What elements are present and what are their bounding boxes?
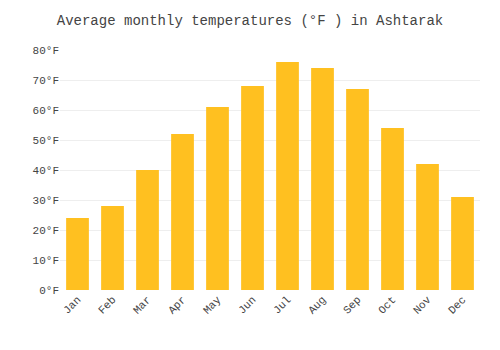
svg-text:0°F: 0°F	[39, 285, 59, 297]
svg-text:Aug: Aug	[306, 294, 328, 316]
svg-text:40°F: 40°F	[33, 165, 59, 177]
svg-text:70°F: 70°F	[33, 75, 59, 87]
svg-text:Nov: Nov	[411, 294, 434, 317]
svg-text:Average monthly temperatures (: Average monthly temperatures (°F ) in As…	[57, 13, 443, 29]
svg-text:May: May	[201, 294, 224, 317]
svg-text:Jul: Jul	[271, 294, 293, 316]
svg-text:Apr: Apr	[166, 294, 188, 316]
svg-text:10°F: 10°F	[33, 255, 59, 267]
svg-text:Sep: Sep	[341, 294, 363, 316]
svg-text:Jan: Jan	[61, 294, 83, 316]
svg-text:60°F: 60°F	[33, 105, 59, 117]
svg-text:80°F: 80°F	[33, 45, 59, 57]
svg-text:20°F: 20°F	[33, 225, 59, 237]
svg-text:50°F: 50°F	[33, 135, 59, 147]
svg-text:30°F: 30°F	[33, 195, 59, 207]
svg-text:Dec: Dec	[446, 294, 468, 316]
svg-text:Jun: Jun	[236, 294, 258, 316]
svg-text:Mar: Mar	[131, 294, 153, 316]
svg-text:Feb: Feb	[96, 294, 118, 316]
svg-text:Oct: Oct	[376, 294, 398, 316]
